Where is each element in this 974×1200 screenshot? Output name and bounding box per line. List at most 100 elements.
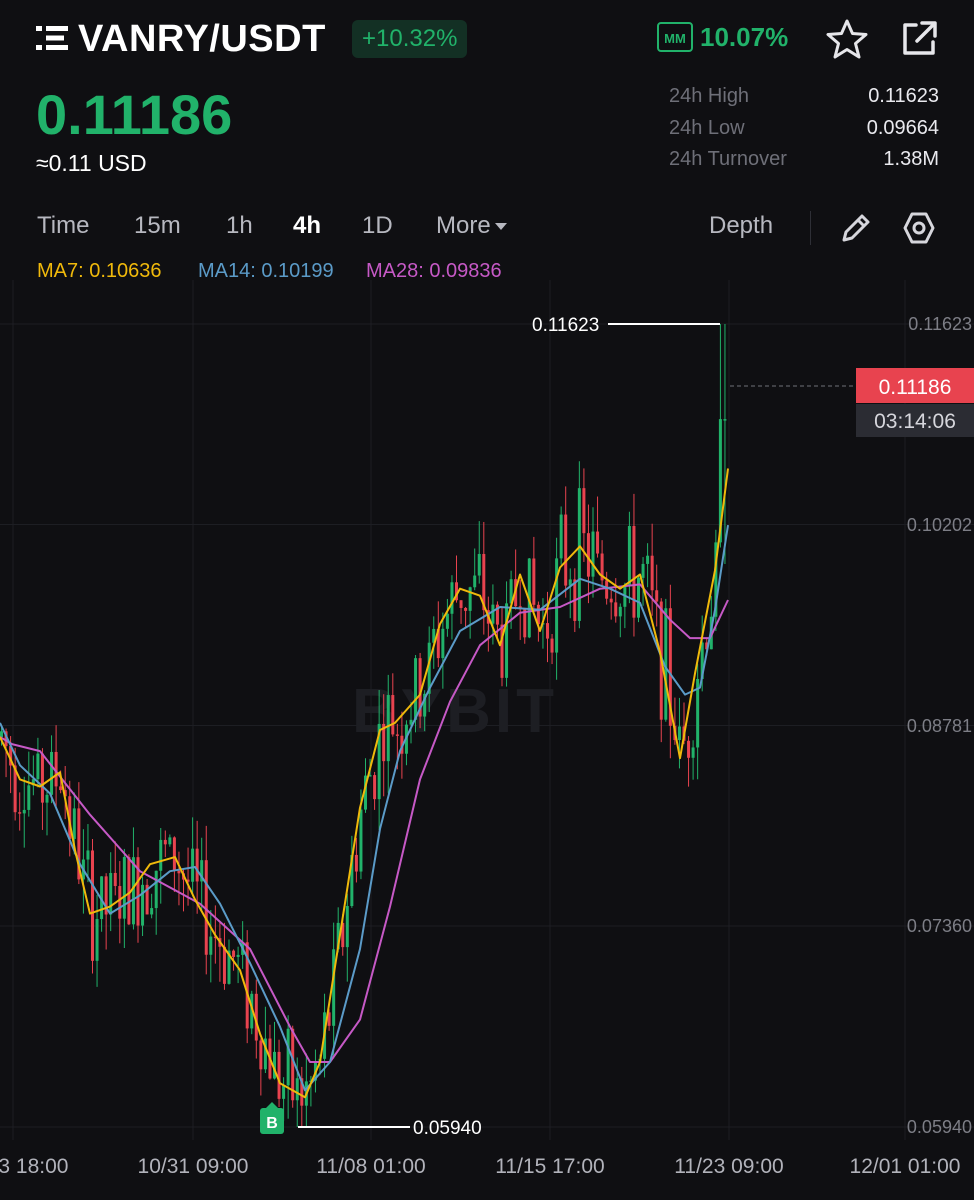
candle-body bbox=[327, 1012, 331, 1026]
candle-body bbox=[687, 740, 691, 758]
candles bbox=[0, 324, 727, 1127]
candle-body bbox=[118, 886, 122, 919]
candle-body bbox=[95, 919, 99, 961]
pair-symbol[interactable]: VANRY/USDT bbox=[78, 18, 326, 60]
candle-body bbox=[646, 555, 650, 564]
candle-body bbox=[332, 949, 336, 1026]
y-tick-label: 0.10202 bbox=[907, 515, 972, 535]
candle-body bbox=[163, 839, 167, 845]
candle-body bbox=[441, 628, 445, 659]
ma7-label: MA7: 0.10636 bbox=[37, 260, 162, 282]
mm-value[interactable]: 10.07% bbox=[700, 22, 789, 52]
tab-15m[interactable]: 15m bbox=[134, 212, 181, 239]
mm-icon[interactable]: MM bbox=[657, 22, 693, 52]
candle-body bbox=[532, 558, 536, 605]
x-tick-label: 11/15 17:00 bbox=[495, 1155, 604, 1178]
candle-body bbox=[400, 735, 404, 754]
candle-body bbox=[245, 942, 249, 1029]
countdown-tag bbox=[856, 404, 974, 437]
share-icon[interactable] bbox=[898, 18, 940, 60]
tab-time[interactable]: Time bbox=[37, 212, 90, 239]
candle-body bbox=[277, 1051, 281, 1099]
candle-body bbox=[45, 794, 49, 803]
candle-body bbox=[582, 488, 586, 534]
candle-body bbox=[714, 542, 718, 617]
candle-body bbox=[200, 860, 204, 882]
candle-body bbox=[354, 854, 358, 872]
menu-icon[interactable] bbox=[36, 24, 68, 52]
tab-1d[interactable]: 1D bbox=[362, 212, 393, 239]
depth-button[interactable]: Depth bbox=[709, 212, 774, 239]
candle-body bbox=[104, 876, 108, 915]
candle-body bbox=[395, 734, 399, 736]
candle-body bbox=[591, 531, 595, 577]
countdown-label: 03:14:06 bbox=[874, 410, 956, 433]
candle-body bbox=[273, 1051, 276, 1079]
candle-body bbox=[209, 936, 213, 955]
stat-value: 0.09664 bbox=[866, 116, 939, 139]
candle-body bbox=[236, 954, 240, 957]
stat-label: 24h Turnover bbox=[669, 148, 787, 170]
tab-1h[interactable]: 1h bbox=[226, 212, 253, 239]
candle-body bbox=[509, 579, 513, 604]
candle-body bbox=[350, 854, 354, 907]
candle-body bbox=[523, 609, 527, 638]
candle-body bbox=[618, 606, 622, 617]
candle-body bbox=[637, 577, 640, 618]
candle-body bbox=[609, 598, 613, 603]
candle-body bbox=[568, 579, 572, 586]
candle-body bbox=[54, 751, 58, 787]
candle-body bbox=[436, 628, 440, 659]
candle-body bbox=[131, 857, 135, 925]
candle-body bbox=[100, 876, 104, 920]
stat-24h-high: 24h High 0.11623 bbox=[669, 85, 939, 117]
candle-body bbox=[564, 514, 568, 586]
last-price-tag-label: 0.11186 bbox=[879, 376, 952, 399]
candle-body bbox=[195, 848, 199, 882]
candle-body bbox=[250, 993, 254, 1029]
candle-body bbox=[345, 906, 349, 948]
candle-body bbox=[122, 857, 126, 919]
high-marker-label: 0.11623 bbox=[532, 315, 599, 336]
candle-body bbox=[368, 775, 372, 777]
candle-body bbox=[40, 753, 44, 803]
candle-body bbox=[282, 1085, 286, 1099]
candle-body bbox=[359, 809, 363, 872]
pencil-icon[interactable] bbox=[838, 210, 874, 246]
candle-body bbox=[263, 1038, 267, 1070]
buy-marker-label: B bbox=[266, 1115, 278, 1132]
last-price-tag bbox=[856, 368, 974, 403]
candle-body bbox=[546, 623, 549, 639]
settings-icon[interactable] bbox=[901, 210, 937, 246]
candle-body bbox=[677, 726, 681, 741]
candle-body bbox=[191, 848, 195, 882]
candle-body bbox=[113, 872, 117, 887]
candle-body bbox=[559, 514, 563, 559]
candle-body bbox=[50, 751, 54, 795]
candle-body bbox=[22, 809, 26, 814]
candle-body bbox=[455, 582, 458, 601]
candle-body bbox=[718, 419, 722, 543]
ma7-line bbox=[0, 468, 729, 1099]
tab-4h[interactable]: 4h bbox=[293, 212, 322, 239]
usd-price: ≈0.11 USD bbox=[36, 150, 147, 176]
tab-more[interactable]: More bbox=[436, 212, 507, 240]
candle-body bbox=[477, 553, 481, 576]
candle-body bbox=[159, 839, 163, 871]
candle-body bbox=[632, 526, 636, 618]
candle-body bbox=[9, 746, 13, 766]
candle-body bbox=[141, 884, 145, 926]
ma28-label: MA28: 0.09836 bbox=[366, 260, 502, 282]
star-icon[interactable] bbox=[825, 18, 869, 60]
candle-body bbox=[700, 642, 704, 679]
chart-overlay: 0.11623 0.05940 0.11186 03:14:06 B 0.116… bbox=[0, 314, 974, 1178]
candle-body bbox=[172, 837, 176, 871]
x-tick-label: 11/23 09:00 bbox=[674, 1155, 783, 1178]
candle-body bbox=[491, 604, 495, 624]
candle-body bbox=[136, 857, 140, 926]
candle-body bbox=[36, 753, 40, 780]
y-tick-label: 0.05940 bbox=[907, 1117, 972, 1137]
candle-body bbox=[450, 582, 454, 614]
candle-body bbox=[459, 600, 463, 608]
price-chart[interactable]: 0.11623 0.05940 0.11186 03:14:06 B 0.116… bbox=[0, 280, 974, 1200]
